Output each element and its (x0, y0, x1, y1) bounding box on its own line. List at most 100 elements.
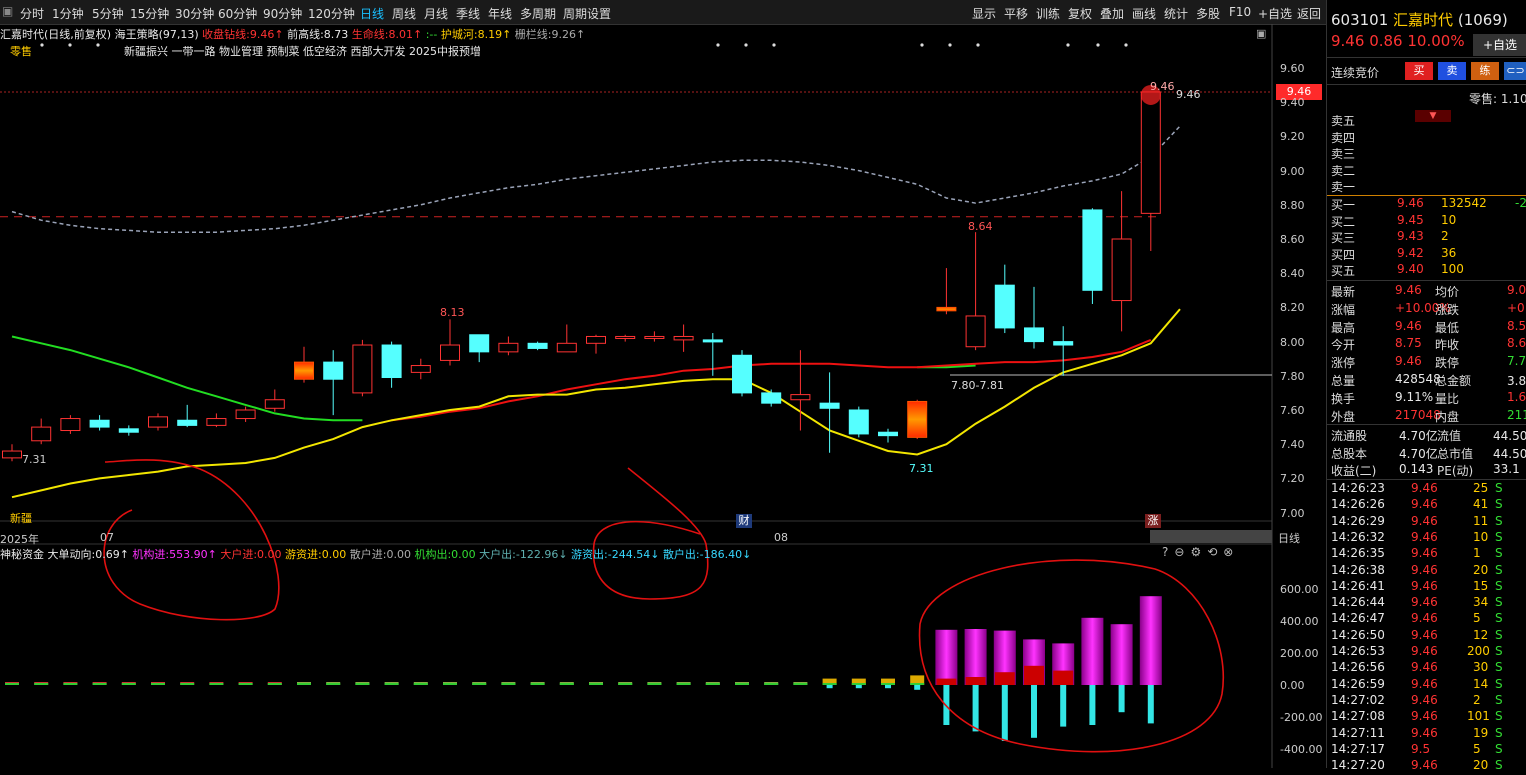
fund-in-bar (964, 629, 987, 685)
tab-1min[interactable]: 1分钟 (52, 7, 84, 21)
price-tick: 9.60 (1280, 62, 1305, 75)
current-price-tag: 9.46 (1276, 84, 1322, 100)
tick-time: 14:26:32 (1331, 529, 1385, 544)
period-toolbar: ▣ 分时 1分钟 5分钟 15分钟 30分钟 60分钟 90分钟 120分钟 日… (0, 0, 1326, 25)
candle (732, 350, 752, 397)
tick-row: 14:26:47 9.46 5 S (1331, 611, 1526, 628)
tick-side: S (1495, 741, 1503, 756)
event-cai-badge[interactable]: 财 (736, 514, 752, 528)
tick-price: 9.46 (1411, 611, 1438, 626)
fund-bar (764, 682, 779, 685)
fund-in-bar-base (355, 683, 370, 685)
event-zhang-badge[interactable]: 涨 (1145, 514, 1161, 528)
signal-dot (1066, 43, 1070, 47)
fund-in-bar-base (705, 683, 720, 685)
tool-f10[interactable]: F10 (1229, 5, 1252, 19)
tool-adjust[interactable]: 复权 (1068, 7, 1093, 21)
zoom-out-icon[interactable]: ⊖ (1174, 545, 1191, 559)
tick-row: 14:27:20 9.46 20 S (1331, 758, 1526, 775)
practice-button[interactable]: 练 (1471, 62, 1499, 80)
toolbar-menu-icon[interactable]: ▣ (2, 4, 14, 18)
tab-monthly[interactable]: 月线 (424, 7, 449, 21)
stat-label: 均价 (1435, 285, 1460, 299)
tick-price: 9.46 (1411, 725, 1438, 740)
refresh-icon[interactable]: ⟲ (1207, 545, 1224, 559)
buy-button[interactable]: 买 (1405, 62, 1433, 80)
settings-icon[interactable]: ⚙ (1190, 545, 1208, 559)
fund-label: 流通股 (1331, 429, 1368, 443)
tab-weekly[interactable]: 周线 (392, 7, 417, 21)
tool-add-watch[interactable]: +自选 (1258, 7, 1293, 21)
tool-train[interactable]: 训练 (1036, 7, 1061, 21)
candle (761, 389, 782, 407)
tab-5min[interactable]: 5分钟 (92, 7, 124, 21)
price-tick: 7.40 (1280, 438, 1305, 452)
tab-period-settings[interactable]: 周期设置 (563, 7, 612, 21)
tab-30min[interactable]: 30分钟 (175, 7, 215, 21)
candle-body (1053, 341, 1074, 346)
tick-price: 9.46 (1411, 529, 1438, 544)
chart-toggle-icon[interactable]: ▣ (1256, 27, 1267, 40)
fund-bar (384, 682, 399, 685)
tab-yearly[interactable]: 年线 (488, 7, 513, 21)
tab-120min[interactable]: 120分钟 (308, 7, 355, 21)
kline-chart[interactable] (0, 24, 1326, 768)
candle (965, 232, 986, 351)
tick-row: 14:26:26 9.46 41 S (1331, 497, 1526, 514)
tab-fenshi[interactable]: 分时 (20, 7, 45, 21)
add-watch-button[interactable]: +自选 (1473, 34, 1526, 56)
tick-side: S (1495, 644, 1503, 658)
tab-90min[interactable]: 90分钟 (263, 7, 303, 21)
fund-value: 4.70亿 (1399, 446, 1438, 461)
prev-high-value: 前高线:8.73 (287, 28, 349, 41)
sell-button[interactable]: 卖 (1438, 62, 1466, 80)
scroll-bar[interactable] (1150, 530, 1272, 543)
indicator-name[interactable]: 神秘资金 (0, 548, 44, 561)
fund-in-bar-base (589, 683, 603, 685)
tab-multi-period[interactable]: 多周期 (520, 7, 557, 21)
tool-overlay[interactable]: 叠加 (1100, 7, 1125, 21)
tab-quarterly[interactable]: 季线 (456, 7, 481, 21)
candle (469, 334, 490, 363)
fund-out-bar (1089, 685, 1096, 725)
tool-multi-stock[interactable]: 多股 (1196, 7, 1221, 21)
tab-15min[interactable]: 15分钟 (130, 7, 170, 21)
candle (440, 319, 460, 366)
candle-body (761, 392, 782, 404)
tab-daily[interactable]: 日线 (360, 7, 385, 21)
bid-label: 买五 (1331, 264, 1356, 278)
stat-value: 9.0 (1507, 283, 1526, 297)
help-icon[interactable]: ? (1162, 545, 1175, 559)
candle (878, 428, 898, 443)
tool-back[interactable]: 返回 (1297, 7, 1322, 21)
indicator-tick: 400.00 (1280, 615, 1319, 628)
collapse-arrow-icon[interactable]: ▼ (1415, 110, 1451, 122)
high-label-2: 8.64 (968, 220, 993, 233)
tick-row: 14:27:11 9.46 19 S (1331, 726, 1526, 743)
tick-side: S (1495, 611, 1503, 626)
close-icon[interactable]: ⊗ (1223, 545, 1240, 559)
tool-pan[interactable]: 平移 (1004, 7, 1029, 21)
fund-in-bar-base (267, 683, 282, 685)
chart-title[interactable]: 汇嘉时代(日线,前复权) (0, 28, 112, 41)
tool-draw[interactable]: 画线 (1132, 7, 1157, 21)
tick-time: 14:26:50 (1331, 627, 1385, 642)
tick-price: 9.46 (1411, 644, 1438, 658)
tick-side: S (1495, 758, 1503, 773)
stat-label: 跌停 (1435, 356, 1460, 371)
tick-row: 14:27:02 9.46 2 S (1331, 693, 1526, 710)
fund-out-bar (1060, 685, 1067, 727)
tab-60min[interactable]: 60分钟 (218, 7, 258, 21)
link-icon[interactable]: ⊂⊃ (1504, 62, 1526, 80)
bid-price: 9.46 (1397, 196, 1424, 210)
tick-price: 9.46 (1411, 676, 1438, 691)
candle (235, 406, 256, 422)
tick-row: 14:26:41 9.46 15 S (1331, 579, 1526, 596)
fund-in-bar-base (326, 683, 341, 685)
fund-bar (326, 682, 341, 685)
tool-display[interactable]: 显示 (972, 7, 997, 21)
candle-body (527, 342, 548, 349)
tool-stats[interactable]: 统计 (1164, 7, 1189, 21)
fund-label: 总市值 (1437, 446, 1474, 461)
fund-out-bar (885, 685, 891, 689)
